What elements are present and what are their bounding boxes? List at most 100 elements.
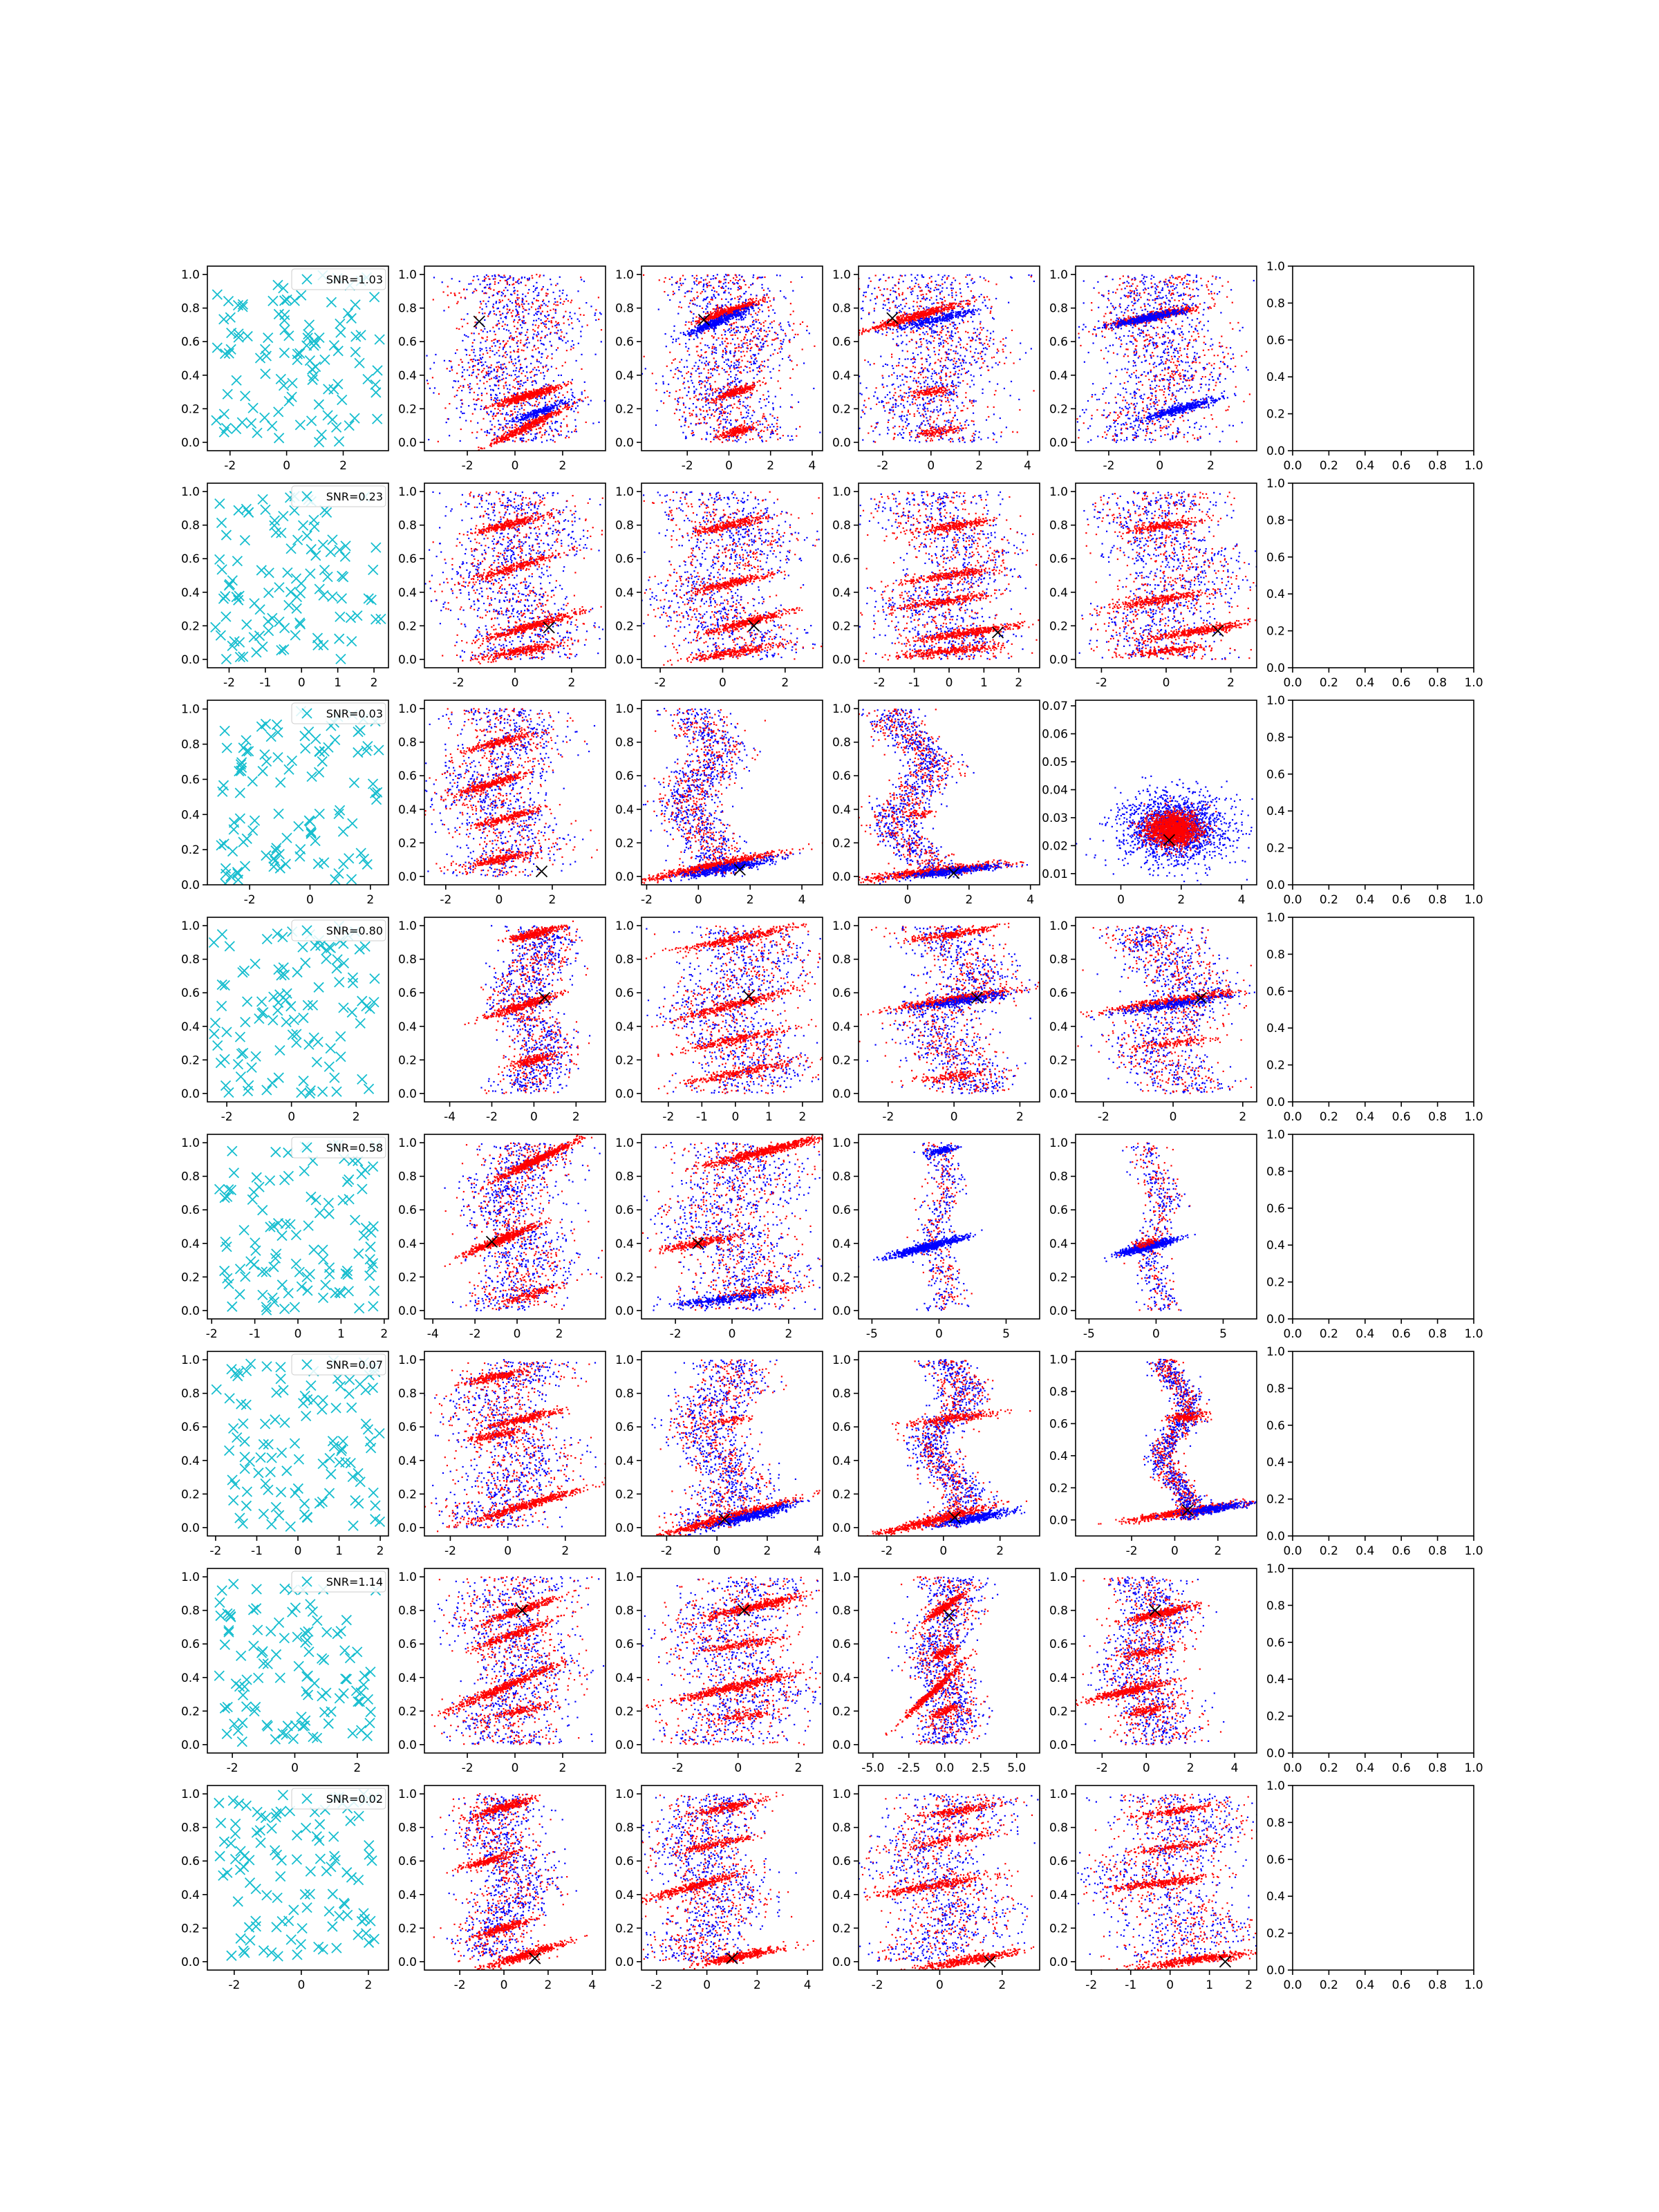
point bbox=[738, 280, 739, 281]
point bbox=[695, 395, 697, 397]
point bbox=[552, 435, 554, 436]
point bbox=[450, 292, 451, 294]
point bbox=[503, 385, 505, 386]
point bbox=[511, 359, 512, 360]
point bbox=[729, 389, 730, 391]
point bbox=[749, 439, 751, 440]
point bbox=[740, 317, 742, 319]
point bbox=[753, 310, 755, 311]
point bbox=[498, 409, 499, 410]
point bbox=[744, 317, 746, 318]
point bbox=[535, 438, 536, 440]
point bbox=[517, 299, 518, 300]
point bbox=[695, 332, 697, 334]
point bbox=[498, 328, 500, 330]
point bbox=[742, 303, 743, 304]
point bbox=[456, 408, 458, 409]
point bbox=[529, 404, 531, 406]
point bbox=[697, 346, 698, 347]
point bbox=[680, 332, 682, 334]
point bbox=[780, 340, 781, 341]
point bbox=[721, 402, 722, 403]
point bbox=[548, 409, 550, 411]
point bbox=[715, 404, 717, 406]
point bbox=[695, 371, 697, 372]
point bbox=[696, 284, 697, 285]
point bbox=[551, 413, 552, 414]
point bbox=[501, 295, 503, 297]
point bbox=[765, 320, 766, 321]
point bbox=[758, 308, 759, 309]
point bbox=[512, 421, 513, 422]
point bbox=[529, 391, 530, 392]
point bbox=[724, 318, 725, 319]
point bbox=[738, 312, 739, 314]
point bbox=[745, 334, 747, 335]
point bbox=[707, 303, 709, 304]
point bbox=[507, 434, 509, 435]
point bbox=[702, 308, 703, 309]
point bbox=[482, 370, 483, 371]
point bbox=[768, 395, 769, 397]
point bbox=[727, 428, 728, 429]
point bbox=[595, 309, 597, 310]
point bbox=[733, 365, 735, 366]
point bbox=[527, 278, 528, 279]
point bbox=[729, 386, 730, 388]
point bbox=[760, 328, 762, 329]
point bbox=[471, 375, 472, 376]
point bbox=[715, 364, 717, 365]
point bbox=[507, 397, 509, 398]
point bbox=[740, 308, 741, 310]
point bbox=[768, 402, 769, 403]
point bbox=[526, 366, 527, 367]
point bbox=[690, 335, 691, 337]
point bbox=[491, 439, 493, 440]
point bbox=[697, 337, 698, 338]
point bbox=[678, 338, 679, 339]
point bbox=[746, 310, 747, 312]
point bbox=[697, 355, 699, 356]
point bbox=[538, 351, 540, 353]
point bbox=[520, 342, 521, 344]
point bbox=[550, 410, 551, 411]
point bbox=[502, 404, 503, 406]
point bbox=[516, 406, 518, 407]
point bbox=[752, 331, 753, 332]
point bbox=[494, 331, 495, 332]
point bbox=[737, 315, 738, 317]
point bbox=[739, 307, 740, 308]
point bbox=[543, 386, 545, 387]
point bbox=[478, 374, 479, 375]
point bbox=[761, 370, 762, 371]
point bbox=[551, 415, 552, 416]
point bbox=[813, 388, 814, 389]
point bbox=[735, 384, 737, 385]
point bbox=[486, 435, 487, 436]
point bbox=[507, 388, 508, 389]
point bbox=[745, 308, 747, 310]
point bbox=[514, 319, 515, 321]
point bbox=[562, 292, 563, 294]
point bbox=[567, 402, 568, 404]
point bbox=[541, 422, 543, 423]
point bbox=[686, 395, 688, 396]
point bbox=[512, 413, 514, 415]
point bbox=[739, 288, 740, 290]
point bbox=[473, 359, 474, 360]
point bbox=[549, 413, 550, 414]
point bbox=[505, 435, 507, 437]
point bbox=[541, 413, 543, 414]
point bbox=[522, 294, 523, 295]
point bbox=[664, 392, 665, 393]
point bbox=[537, 389, 538, 391]
point bbox=[507, 324, 508, 326]
point bbox=[543, 410, 544, 411]
point bbox=[504, 404, 505, 406]
point bbox=[666, 346, 667, 347]
point bbox=[583, 315, 585, 316]
point bbox=[729, 368, 731, 369]
point bbox=[476, 383, 478, 384]
point bbox=[565, 362, 566, 363]
point bbox=[449, 371, 451, 372]
